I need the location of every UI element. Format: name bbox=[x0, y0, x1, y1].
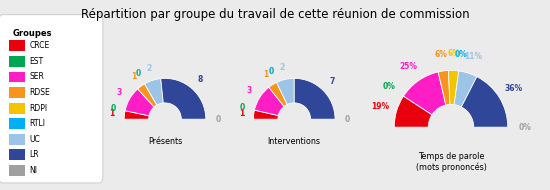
FancyBboxPatch shape bbox=[9, 134, 25, 145]
Text: Présents: Présents bbox=[148, 137, 182, 146]
FancyBboxPatch shape bbox=[0, 15, 103, 183]
Text: 2: 2 bbox=[146, 64, 151, 73]
FancyBboxPatch shape bbox=[9, 40, 25, 51]
Text: 0: 0 bbox=[268, 67, 274, 76]
Wedge shape bbox=[394, 96, 432, 127]
Wedge shape bbox=[124, 111, 149, 119]
Text: 1: 1 bbox=[239, 109, 244, 118]
Text: 36%: 36% bbox=[505, 84, 523, 93]
Text: LR: LR bbox=[30, 150, 40, 159]
Wedge shape bbox=[138, 84, 157, 107]
Wedge shape bbox=[161, 78, 206, 119]
Text: Temps de parole
(mots prononcés): Temps de parole (mots prononcés) bbox=[416, 152, 486, 172]
Text: 1: 1 bbox=[131, 72, 136, 81]
Text: 0: 0 bbox=[345, 115, 350, 124]
Text: 3: 3 bbox=[247, 86, 252, 96]
Text: 7: 7 bbox=[329, 77, 334, 86]
FancyBboxPatch shape bbox=[9, 149, 25, 160]
FancyBboxPatch shape bbox=[9, 56, 25, 67]
Wedge shape bbox=[454, 71, 477, 107]
Text: RTLI: RTLI bbox=[30, 119, 46, 128]
Wedge shape bbox=[461, 77, 508, 127]
Text: 0%: 0% bbox=[455, 50, 468, 59]
FancyBboxPatch shape bbox=[9, 72, 25, 82]
Text: EST: EST bbox=[30, 57, 44, 66]
Text: 0%: 0% bbox=[383, 82, 395, 91]
Text: 1: 1 bbox=[109, 109, 115, 118]
Text: 0: 0 bbox=[111, 104, 116, 113]
Text: RDPI: RDPI bbox=[30, 104, 48, 113]
Text: NI: NI bbox=[30, 166, 38, 175]
Text: 0: 0 bbox=[240, 103, 245, 112]
Wedge shape bbox=[125, 89, 154, 116]
Text: 6%: 6% bbox=[448, 49, 461, 58]
Text: 19%: 19% bbox=[371, 102, 389, 111]
Wedge shape bbox=[294, 78, 335, 119]
Text: Interventions: Interventions bbox=[268, 137, 321, 146]
Text: Répartition par groupe du travail de cette réunion de commission: Répartition par groupe du travail de cet… bbox=[81, 8, 469, 21]
FancyBboxPatch shape bbox=[9, 87, 25, 98]
Text: 2: 2 bbox=[280, 63, 285, 72]
Text: 1: 1 bbox=[263, 70, 268, 79]
Wedge shape bbox=[254, 110, 278, 119]
Text: RDSE: RDSE bbox=[30, 88, 51, 97]
Wedge shape bbox=[438, 70, 450, 105]
Wedge shape bbox=[255, 87, 284, 116]
Text: 3: 3 bbox=[117, 88, 122, 97]
Text: 25%: 25% bbox=[400, 62, 417, 71]
Wedge shape bbox=[277, 78, 294, 105]
FancyBboxPatch shape bbox=[9, 118, 25, 129]
FancyBboxPatch shape bbox=[9, 165, 25, 176]
Text: 0: 0 bbox=[216, 115, 221, 124]
Text: Groupes: Groupes bbox=[12, 29, 52, 38]
Text: SER: SER bbox=[30, 73, 45, 82]
Wedge shape bbox=[269, 82, 287, 106]
Text: 0: 0 bbox=[136, 69, 141, 78]
Text: 6%: 6% bbox=[434, 50, 447, 59]
Text: 0: 0 bbox=[136, 69, 141, 78]
Text: 0: 0 bbox=[268, 67, 274, 76]
Text: 8: 8 bbox=[198, 75, 203, 84]
Text: UC: UC bbox=[30, 135, 41, 144]
Text: 0%: 0% bbox=[518, 123, 531, 132]
Text: 11%: 11% bbox=[464, 52, 482, 61]
Wedge shape bbox=[145, 79, 163, 105]
Text: CRCE: CRCE bbox=[30, 41, 50, 50]
Wedge shape bbox=[404, 72, 446, 115]
Wedge shape bbox=[448, 70, 459, 105]
FancyBboxPatch shape bbox=[9, 103, 25, 114]
